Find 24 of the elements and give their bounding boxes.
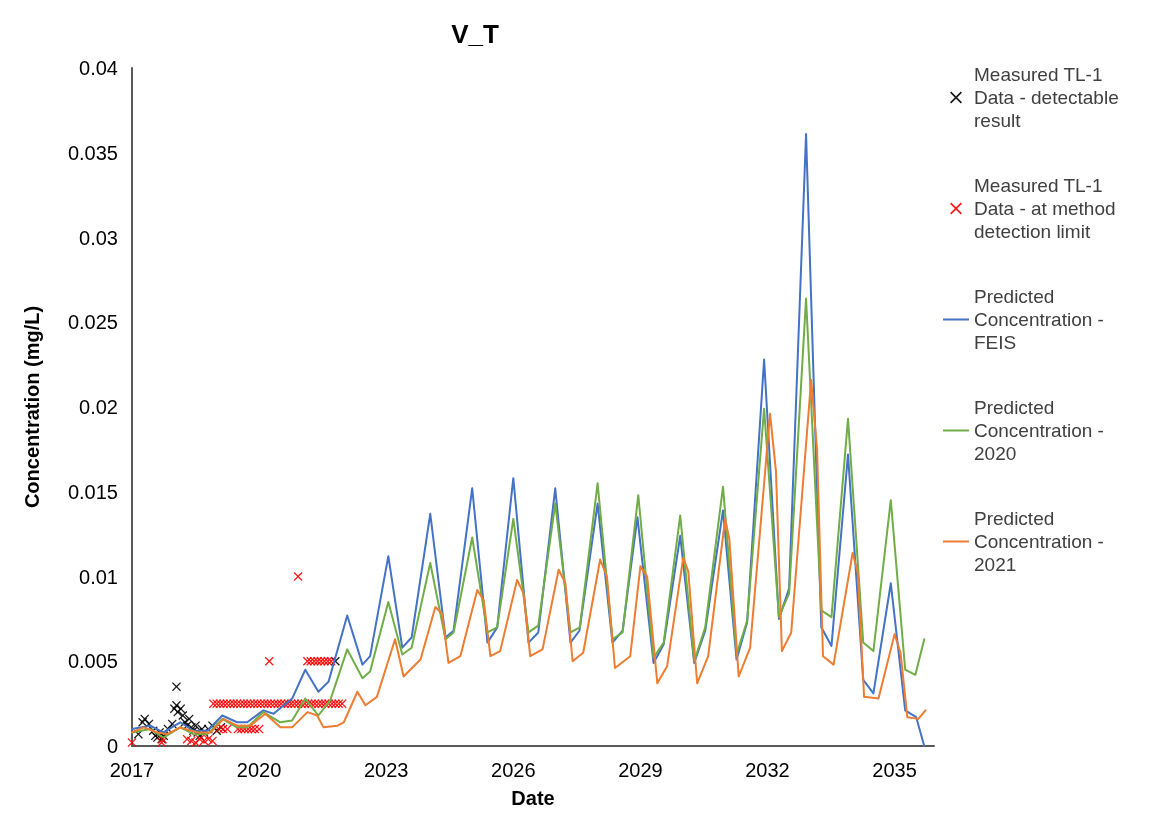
y-tick-label: 0.04 bbox=[79, 57, 118, 79]
chart-title: V_T bbox=[451, 19, 499, 49]
y-tick-label: 0.005 bbox=[67, 650, 118, 673]
legend-label: Predicted Concentration - 2020 bbox=[974, 397, 1110, 464]
x-axis-title: Date bbox=[511, 787, 555, 809]
x-tick-label: 2017 bbox=[109, 759, 155, 781]
x-tick-label: 2020 bbox=[236, 759, 282, 781]
y-tick-label: 0.035 bbox=[67, 141, 118, 164]
y-tick-label: 0.03 bbox=[79, 226, 118, 249]
legend-label: Measured TL-1 Data - at method detection limit bbox=[974, 175, 1121, 242]
x-tick-label: 2035 bbox=[872, 759, 917, 781]
y-tick-label: 0.02 bbox=[79, 396, 118, 418]
x-tick-label: 2023 bbox=[363, 759, 409, 781]
x-tick-label: 2029 bbox=[618, 759, 663, 781]
x-tick-label: 2032 bbox=[745, 759, 790, 781]
y-tick-label: 0 bbox=[106, 735, 118, 757]
y-tick-label: 0.025 bbox=[67, 311, 118, 334]
legend-label: Measured TL-1 Data - detectable result bbox=[974, 64, 1124, 131]
y-tick-label: 0.015 bbox=[67, 480, 118, 503]
y-axis-title: Concentration (mg/L) bbox=[21, 305, 43, 509]
y-tick-label: 0.01 bbox=[79, 565, 118, 588]
legend-label: Predicted Concentration - 2021 bbox=[974, 508, 1110, 575]
x-tick-label: 2026 bbox=[491, 759, 536, 781]
legend-label: Predicted Concentration - FEIS bbox=[974, 286, 1110, 353]
